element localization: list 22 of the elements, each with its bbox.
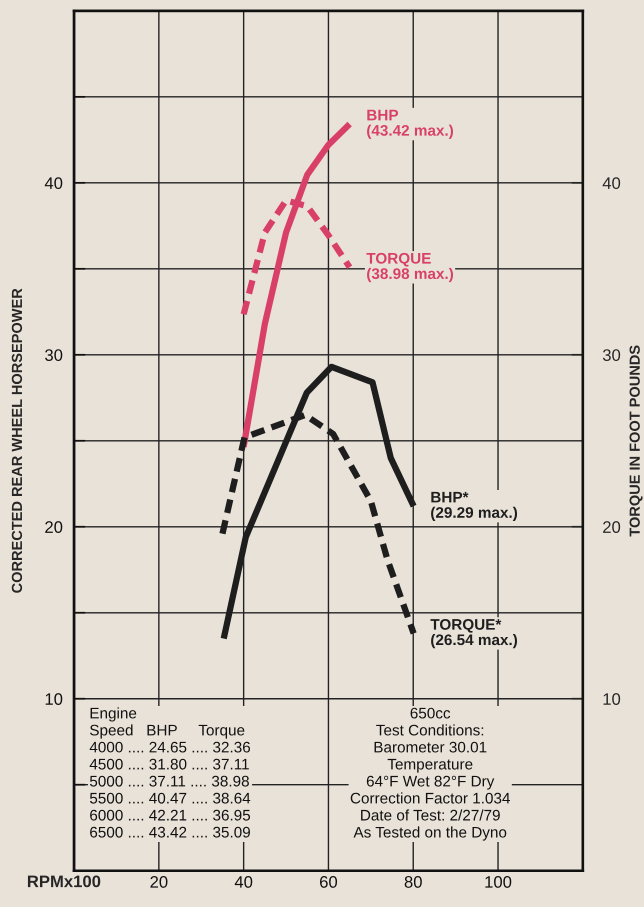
y-tick-label: 20 (45, 521, 62, 533)
y2-axis-title: TORQUE IN FOOT POUNDS (630, 345, 643, 537)
x-tick-label: 100 (485, 876, 512, 888)
x-tick-label: 20 (150, 876, 168, 888)
x-tick-label: 40 (234, 876, 252, 888)
y2-tick-label: 10 (604, 693, 620, 705)
x-tick-label: 60 (320, 876, 338, 888)
y-tick-label: 10 (46, 693, 62, 705)
annotation: Engine Speed BHP Torque 4000 .... 24.65 .... 32.36 4500 .... 31.80 .... 37.11 5000 .... 37.11 .... 38.98 5500 .... 40.47 .... 38.64 6000 .... 42.21 .... 36.95 6500 .... 43.42 .... 35.09 (90, 707, 250, 838)
annotation: 650cc Test Conditions: Barometer 30.01 Temperature 64°F Wet 82°F Dry Correction Factor 1.034 Date of Test: 2/27/79 As Tested on the Dyno (350, 708, 510, 841)
y-tick-label: 30 (45, 349, 62, 362)
x-tick-label: 80 (404, 876, 422, 888)
series-label: TORQUE (38.98 max.) (366, 252, 454, 282)
y2-tick-label: 40 (602, 177, 620, 190)
x-axis-title: RPMx100 (28, 875, 100, 888)
y2-tick-label: 30 (602, 349, 620, 362)
series-label: BHP* (29.29 max.) (431, 492, 518, 521)
series-label: TORQUE* (26.54 max.) (430, 619, 518, 648)
y2-tick-label: 20 (603, 521, 620, 533)
y-tick-label: 40 (44, 177, 62, 190)
y-axis-title: CORRECTED REAR WHEEL HORSEPOWER (12, 288, 22, 593)
series-label: BHP (43.42 max.) (367, 110, 454, 139)
